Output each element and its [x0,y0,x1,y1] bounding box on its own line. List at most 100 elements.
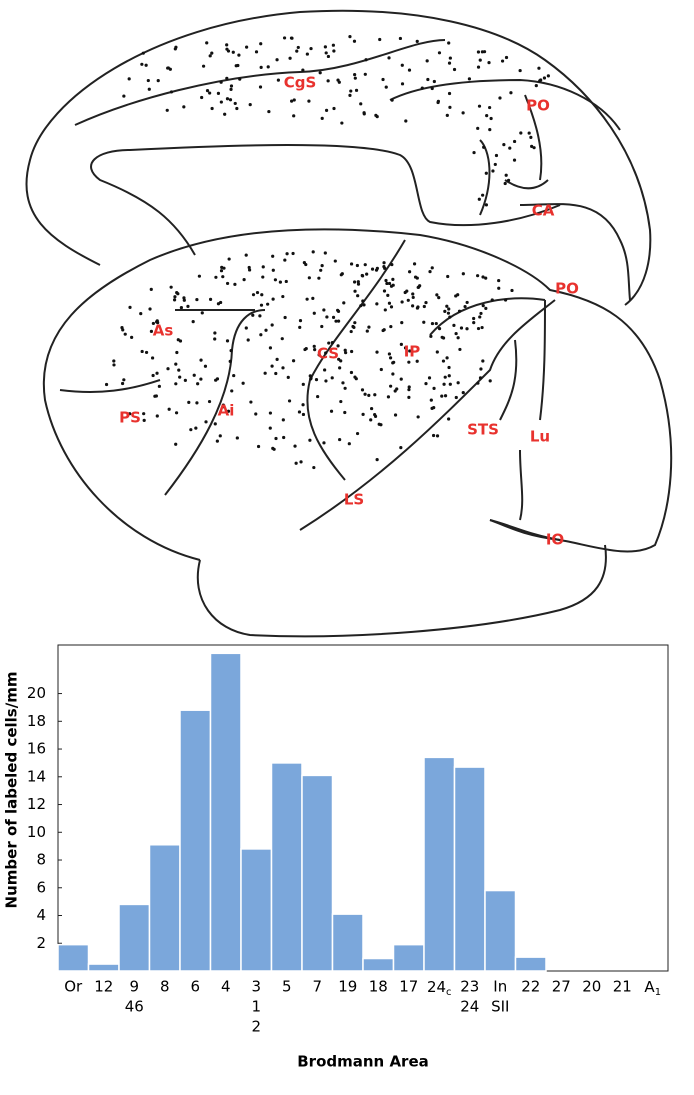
cell-dot [446,114,449,117]
cell-dot [357,283,360,286]
cell-dot [417,415,420,418]
cell-dot [220,269,223,272]
cell-dot [288,399,291,402]
bar [363,959,394,971]
y-axis-title: Number of labeled cells/mm [3,672,21,909]
cell-dot [195,401,198,404]
cell-dot [414,275,417,278]
cell-dot [355,89,358,92]
cell-dot [352,326,355,329]
cell-dot [285,252,288,255]
cell-dot [455,396,458,399]
cell-dot [285,280,288,283]
cell-dot [211,107,214,110]
cell-dot [367,326,370,329]
cell-dot [284,316,287,319]
cell-dot [340,121,343,124]
cell-dot [230,389,233,392]
region-label: LS [344,491,364,509]
label-subscript: 1 [655,987,661,998]
cell-dot [437,100,440,103]
cell-dot [322,441,325,444]
cell-dot [283,258,286,261]
cell-dot [320,325,323,328]
cell-dot [311,297,314,300]
cell-dot [270,365,273,368]
cell-dot [315,378,318,381]
cell-dot [332,49,335,52]
cell-dot [447,366,450,369]
cell-dot [537,67,540,70]
cell-dot [217,92,220,95]
cell-dot [175,351,178,354]
cell-dot [472,321,475,324]
cell-dot [174,363,177,366]
cell-dot [236,64,239,67]
bar [89,964,120,971]
cell-dot [400,378,403,381]
cell-dot [448,315,451,318]
cell-dot [349,89,352,92]
cell-dot [272,269,275,272]
cell-dot [484,277,487,280]
cell-dot [388,302,391,305]
cell-dot [174,47,177,50]
cell-dot [271,447,274,450]
cell-dot [369,418,372,421]
x-tick-label: 17 [399,978,418,996]
cell-dot [399,446,402,449]
cell-dot [488,106,491,109]
cell-dot [252,293,255,296]
cell-dot [259,333,262,336]
cell-dot [145,64,148,67]
cell-dot [319,71,322,74]
cell-dot [538,79,541,82]
cell-dot [449,56,452,59]
cell-dot [208,91,211,94]
cell-dot [416,306,419,309]
cell-dot [208,400,211,403]
cell-dot [371,268,374,271]
cell-dot [505,56,508,59]
cell-dot [383,328,386,331]
cell-dot [381,78,384,81]
cell-dot [457,381,460,384]
x-tick-label: 6 [190,978,200,996]
bar [241,849,272,971]
lateral-sulci [60,240,560,540]
cell-dot [220,266,223,269]
cell-dot [356,432,359,435]
cell-dot [447,312,450,315]
cell-dot [466,301,469,304]
cell-dot [498,96,501,99]
cell-dot [217,302,220,305]
cell-dot [210,52,213,55]
bar [333,914,364,971]
cell-dot [124,333,127,336]
cell-dot [303,261,306,264]
cell-dot [339,359,342,362]
cell-dot [324,45,327,48]
cell-dot [302,413,305,416]
cell-dot [196,382,199,385]
cell-dot [277,78,280,81]
x-tick-label: Or [64,978,83,996]
cell-dot [437,296,440,299]
cell-dot [204,365,207,368]
x-tick-label: 23 [460,978,479,996]
cell-dot [504,182,507,185]
cell-dot [378,423,381,426]
cell-dot [395,387,398,390]
cell-dot [394,413,397,416]
cell-dot [407,299,410,302]
cell-dot [502,143,505,146]
cell-dot [353,375,356,378]
cell-dot [230,84,233,87]
cell-dot [175,411,178,414]
x-tick-label: 46 [125,998,144,1016]
cell-dot [384,279,387,282]
cell-dot [308,276,311,279]
cell-dot [226,282,229,285]
cell-dot [269,346,272,349]
cell-dot [327,79,330,82]
